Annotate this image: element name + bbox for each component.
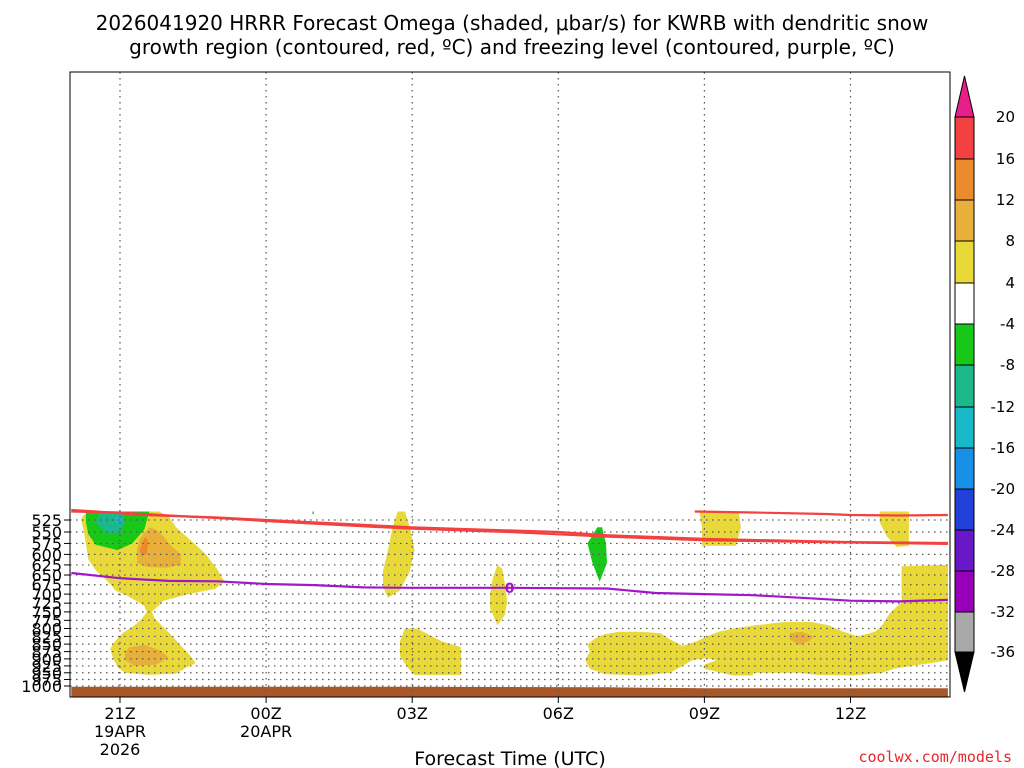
y-tick-label: 750 bbox=[31, 603, 62, 622]
x-tick-label: 06Z bbox=[543, 704, 574, 723]
colorbar-swatch bbox=[954, 240, 975, 284]
credit-link[interactable]: coolwx.com/models bbox=[858, 748, 1012, 766]
colorbar-label: -8 bbox=[1000, 356, 1015, 374]
omega-region-10 bbox=[139, 538, 149, 557]
y-tick-label: 900 bbox=[31, 650, 62, 669]
contour-lines bbox=[71, 508, 948, 603]
omega-region-0 bbox=[81, 511, 225, 675]
colorbar-swatch bbox=[954, 406, 975, 449]
colorbar-label: -28 bbox=[991, 562, 1016, 580]
colorbar-label: 16 bbox=[996, 150, 1015, 168]
colorbar-label: -36 bbox=[991, 643, 1016, 661]
colorbar-label: 8 bbox=[1005, 232, 1015, 250]
colorbar-swatch bbox=[954, 570, 975, 613]
y-tick-label: 625 bbox=[31, 556, 62, 575]
terrain bbox=[71, 686, 948, 697]
y-tick-label: 675 bbox=[31, 576, 62, 595]
colorbar-swatch bbox=[954, 158, 975, 201]
colorbar-swatch bbox=[954, 199, 975, 242]
colorbar-label: -12 bbox=[991, 398, 1016, 416]
grid bbox=[70, 72, 950, 697]
freezing-level-label-group: 0 bbox=[505, 581, 515, 597]
x-tick-label: 12Z bbox=[835, 704, 866, 723]
colorbar-label: -24 bbox=[991, 521, 1016, 539]
x-tick-label: 20APR bbox=[240, 722, 292, 741]
y-tick-label: 650 bbox=[31, 566, 62, 585]
y-tick-label: 875 bbox=[31, 643, 62, 662]
x-tick-label: 19APR bbox=[94, 722, 146, 741]
colorbar-swatch bbox=[954, 282, 975, 325]
colorbar-label: 4 bbox=[1005, 274, 1015, 292]
colorbar-label: -20 bbox=[991, 480, 1016, 498]
omega-region-15 bbox=[115, 512, 123, 525]
chart-title-line-2: growth region (contoured, red, ºC) and f… bbox=[129, 35, 895, 59]
colorbar-swatch bbox=[954, 323, 975, 366]
dgz-contour-1 bbox=[71, 510, 948, 545]
colorbar-label: 12 bbox=[996, 191, 1015, 209]
y-tick-label: 550 bbox=[31, 523, 62, 542]
colorbar-swatch bbox=[954, 116, 975, 160]
dgz-contour-2 bbox=[694, 510, 948, 517]
x-tick-label: 00Z bbox=[250, 704, 281, 723]
x-tick-label: 03Z bbox=[397, 704, 428, 723]
omega-region-2 bbox=[490, 564, 508, 626]
chart-title-line-1: 2026041920 HRRR Forecast Omega (shaded, … bbox=[96, 11, 929, 35]
omega-region-12 bbox=[312, 511, 314, 514]
y-axis: 5255505756006256506757007257507758008258… bbox=[21, 511, 70, 696]
omega-region-6 bbox=[585, 564, 948, 676]
x-tick-label: 09Z bbox=[689, 704, 720, 723]
y-tick-label: 775 bbox=[31, 611, 62, 630]
freezing-level-line bbox=[71, 571, 948, 603]
omega-region-8 bbox=[124, 644, 169, 666]
colorbar-label: -16 bbox=[991, 439, 1016, 457]
colorbar: 20 16 12 8 4 -4 -8 -12 -16 -20 -24 -28 -32 -36 bbox=[954, 75, 1016, 693]
omega-region-7 bbox=[137, 527, 181, 568]
y-tick-label: 950 bbox=[31, 664, 62, 683]
omega-region-13 bbox=[587, 527, 607, 582]
terrain-fill bbox=[71, 686, 948, 697]
y-tick-label: 975 bbox=[31, 670, 62, 689]
colorbar-label: 20 bbox=[996, 108, 1015, 126]
y-tick-label: 800 bbox=[31, 620, 62, 639]
y-tick-label: 700 bbox=[31, 585, 62, 604]
colorbar-cap-top bbox=[954, 75, 975, 118]
colorbar-label: -4 bbox=[1000, 315, 1015, 333]
y-tick-label: 575 bbox=[31, 534, 62, 553]
y-tick-label: 850 bbox=[31, 635, 62, 654]
y-tick-label: 925 bbox=[31, 657, 62, 676]
omega-region-1 bbox=[383, 511, 415, 598]
colorbar-swatch bbox=[954, 364, 975, 408]
colorbar-swatch bbox=[954, 611, 975, 653]
y-tick-label: 825 bbox=[31, 627, 62, 646]
x-tick-label: 2026 bbox=[100, 740, 141, 759]
y-tick-label: 725 bbox=[31, 594, 62, 613]
y-tick-label: 600 bbox=[31, 545, 62, 564]
freezing-level-label: 0 bbox=[505, 581, 515, 597]
x-axis-label: Forecast Time (UTC) bbox=[414, 748, 605, 768]
omega-region-9 bbox=[789, 631, 814, 645]
x-tick-label: 21Z bbox=[104, 704, 135, 723]
omega-shading bbox=[81, 511, 948, 676]
colorbar-label: -32 bbox=[991, 603, 1016, 621]
y-tick-label: 525 bbox=[31, 511, 62, 530]
colorbar-swatch bbox=[954, 447, 975, 490]
colorbar-cap-bottom bbox=[954, 651, 975, 693]
plot-background bbox=[70, 72, 950, 697]
plot-frame bbox=[69, 71, 951, 698]
colorbar-swatch bbox=[954, 529, 975, 572]
colorbar-swatch bbox=[954, 488, 975, 531]
y-tick-label: 1000 bbox=[21, 677, 62, 696]
